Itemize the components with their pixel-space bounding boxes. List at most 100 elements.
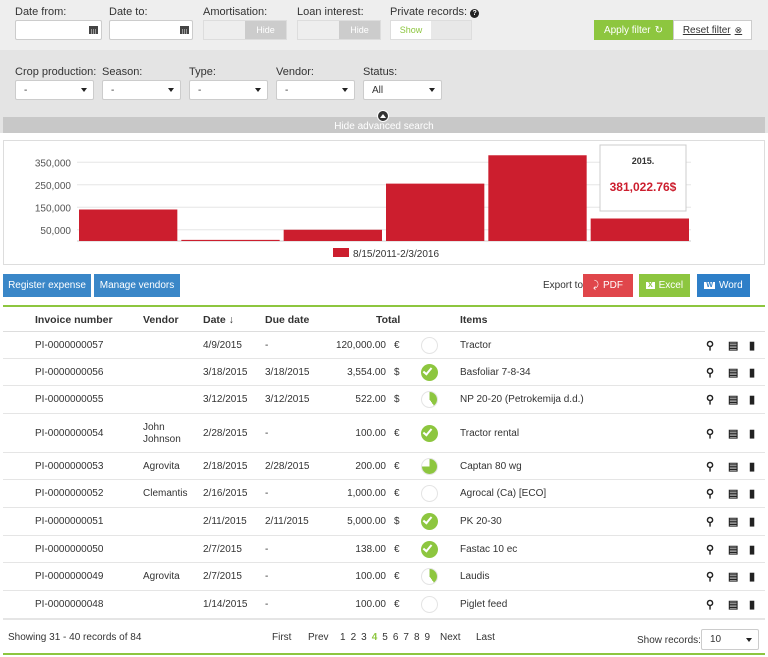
pagination-page[interactable]: 7 (403, 632, 409, 643)
crop-production-select[interactable]: - (15, 80, 94, 100)
table-row[interactable]: PI-0000000051 2/11/2015 2/11/2015 PK 20-30 5… (3, 508, 765, 536)
trash-icon[interactable]: ▮ (749, 544, 756, 556)
cell-date: 4/9/2015 (203, 340, 242, 351)
unpaid-status-icon (421, 337, 438, 354)
print-icon[interactable]: ▤ (728, 340, 739, 352)
pagination-prev[interactable]: Prev (308, 632, 329, 643)
caret-down-icon (168, 88, 174, 92)
pagination-page[interactable]: 2 (350, 632, 357, 643)
header-date[interactable]: Date ↓ (203, 314, 234, 326)
table-row[interactable]: PI-0000000054 John Johnson 2/28/2015 - Tract… (3, 414, 765, 453)
table-row[interactable]: PI-0000000048 1/14/2015 - Piglet feed 100.00… (3, 591, 765, 619)
private-records-toggle[interactable]: Show (390, 20, 472, 40)
type-select[interactable]: - (189, 80, 268, 100)
print-icon[interactable]: ▤ (728, 367, 739, 379)
chart-bar[interactable] (386, 183, 485, 241)
header-invoice-number[interactable]: Invoice number (35, 314, 113, 326)
print-icon[interactable]: ▤ (728, 516, 739, 528)
chart-legend-swatch (333, 248, 349, 257)
zoom-icon[interactable]: ⚲ (706, 367, 715, 379)
chart-bar[interactable] (181, 239, 280, 241)
pagination-page[interactable]: 3 (361, 632, 367, 643)
table-row[interactable]: PI-0000000050 2/7/2015 - Fastac 10 ec 138.00… (3, 536, 765, 563)
records-count: Showing 31 - 40 records of 84 (8, 632, 142, 643)
table-row[interactable]: PI-0000000052 Clemantis 2/16/2015 - Agrocal … (3, 480, 765, 508)
trash-icon[interactable]: ▮ (749, 461, 756, 473)
pagination-first[interactable]: First (272, 632, 292, 643)
header-vendor[interactable]: Vendor (143, 314, 179, 326)
pagination-page[interactable]: 1 (340, 632, 346, 643)
manage-vendors-button[interactable]: Manage vendors (94, 274, 180, 297)
trash-icon[interactable]: ▮ (749, 367, 756, 379)
print-icon[interactable]: ▤ (728, 571, 739, 583)
pagination-page[interactable]: 6 (392, 632, 399, 643)
chart-bar[interactable] (283, 229, 382, 241)
calendar-icon[interactable] (84, 21, 102, 39)
calendar-icon[interactable] (175, 21, 193, 39)
trash-icon[interactable]: ▮ (749, 428, 756, 440)
table-row[interactable]: PI-0000000056 3/18/2015 3/18/2015 Basfoliar… (3, 359, 765, 386)
export-excel-button[interactable]: X Excel (639, 274, 690, 297)
zoom-icon[interactable]: ⚲ (706, 599, 715, 611)
pagination-last[interactable]: Last (476, 632, 495, 643)
date-to-input[interactable] (109, 20, 193, 40)
cell-items: Piglet feed (460, 599, 508, 610)
register-expense-button[interactable]: Register expense (3, 274, 91, 297)
export-word-button[interactable]: W Word (697, 274, 750, 297)
print-icon[interactable]: ▤ (728, 461, 739, 473)
zoom-icon[interactable]: ⚲ (706, 544, 715, 556)
trash-icon[interactable]: ▮ (749, 488, 756, 500)
chart-y-tick-label: 350,000 (35, 158, 72, 169)
show-records-select[interactable]: 10 (701, 629, 759, 650)
status-select[interactable]: All (363, 80, 442, 100)
print-icon[interactable]: ▤ (728, 428, 739, 440)
zoom-icon[interactable]: ⚲ (706, 571, 715, 583)
header-items[interactable]: Items (460, 314, 488, 326)
cell-total: 120,000.00 (335, 340, 386, 351)
zoom-icon[interactable]: ⚲ (706, 516, 715, 528)
zoom-icon[interactable]: ⚲ (706, 394, 715, 406)
private-records-value: Show (391, 21, 431, 39)
zoom-icon[interactable]: ⚲ (706, 488, 715, 500)
print-icon[interactable]: ▤ (728, 599, 739, 611)
table-row[interactable]: PI-0000000049 Agrovita 2/7/2015 - Laudis 100.… (3, 563, 765, 591)
season-select[interactable]: - (102, 80, 181, 100)
table-row[interactable]: PI-0000000057 4/9/2015 - Tractor 120,000.00 €… (3, 332, 765, 359)
trash-icon[interactable]: ▮ (749, 571, 756, 583)
loan-interest-toggle[interactable]: Hide (297, 20, 381, 40)
pagination-page[interactable]: 8 (413, 632, 420, 643)
table-row[interactable]: PI-0000000053 Agrovita 2/18/2015 2/28/2015 C… (3, 453, 765, 480)
print-icon[interactable]: ▤ (728, 394, 739, 406)
pagination-next[interactable]: Next (440, 632, 461, 643)
trash-icon[interactable]: ▮ (749, 516, 756, 528)
header-due-date[interactable]: Due date (265, 314, 310, 326)
zoom-icon[interactable]: ⚲ (706, 340, 715, 352)
cell-total: 1,000.00 (347, 488, 386, 499)
amortisation-toggle[interactable]: Hide (203, 20, 287, 40)
print-icon[interactable]: ▤ (728, 488, 739, 500)
export-pdf-button[interactable]: ⤸ PDF (583, 274, 633, 297)
pagination-page[interactable]: 5 (382, 632, 388, 643)
reset-filter-button[interactable]: Reset filter ⊗ (673, 20, 752, 40)
zoom-icon[interactable]: ⚲ (706, 461, 715, 473)
arrow-up-icon[interactable] (377, 110, 389, 122)
chart-bar[interactable] (590, 218, 689, 242)
cell-total: 200.00 (355, 461, 386, 472)
trash-icon[interactable]: ▮ (749, 394, 756, 406)
hide-advanced-search-bar[interactable]: Hide advanced search (3, 117, 765, 133)
table-row[interactable]: PI-0000000055 3/12/2015 3/12/2015 NP 20-20 … (3, 386, 765, 414)
trash-icon[interactable]: ▮ (749, 599, 756, 611)
pagination-page[interactable]: 4 (371, 632, 378, 643)
print-icon[interactable]: ▤ (728, 544, 739, 556)
chart-bar[interactable] (79, 209, 178, 242)
apply-filter-button[interactable]: Apply filter ↻ (594, 20, 673, 40)
chart-y-tick-label: 250,000 (35, 181, 72, 192)
zoom-icon[interactable]: ⚲ (706, 428, 715, 440)
date-from-input[interactable] (15, 20, 102, 40)
chart-bar[interactable] (488, 155, 587, 241)
trash-icon[interactable]: ▮ (749, 340, 756, 352)
header-total[interactable]: Total (376, 314, 401, 326)
help-icon[interactable]: ? (470, 9, 480, 18)
pagination-page[interactable]: 9 (424, 632, 431, 643)
vendor-select[interactable]: - (276, 80, 355, 100)
